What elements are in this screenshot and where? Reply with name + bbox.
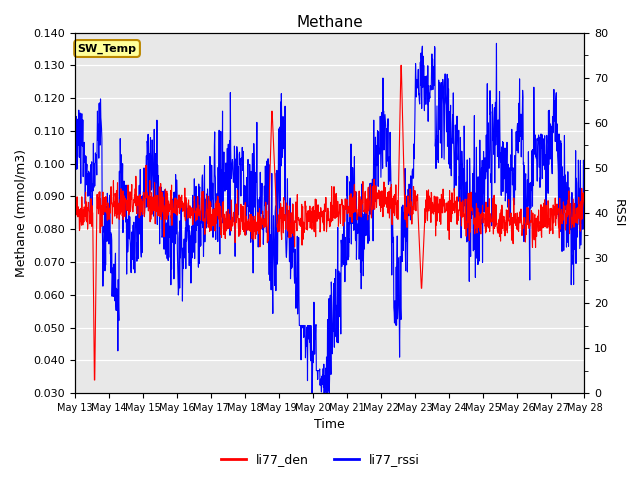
Text: SW_Temp: SW_Temp: [77, 43, 136, 54]
Y-axis label: Methane (mmol/m3): Methane (mmol/m3): [15, 149, 28, 277]
X-axis label: Time: Time: [314, 419, 345, 432]
Title: Methane: Methane: [296, 15, 363, 30]
Legend: li77_den, li77_rssi: li77_den, li77_rssi: [216, 448, 424, 471]
Y-axis label: RSSI: RSSI: [612, 199, 625, 227]
